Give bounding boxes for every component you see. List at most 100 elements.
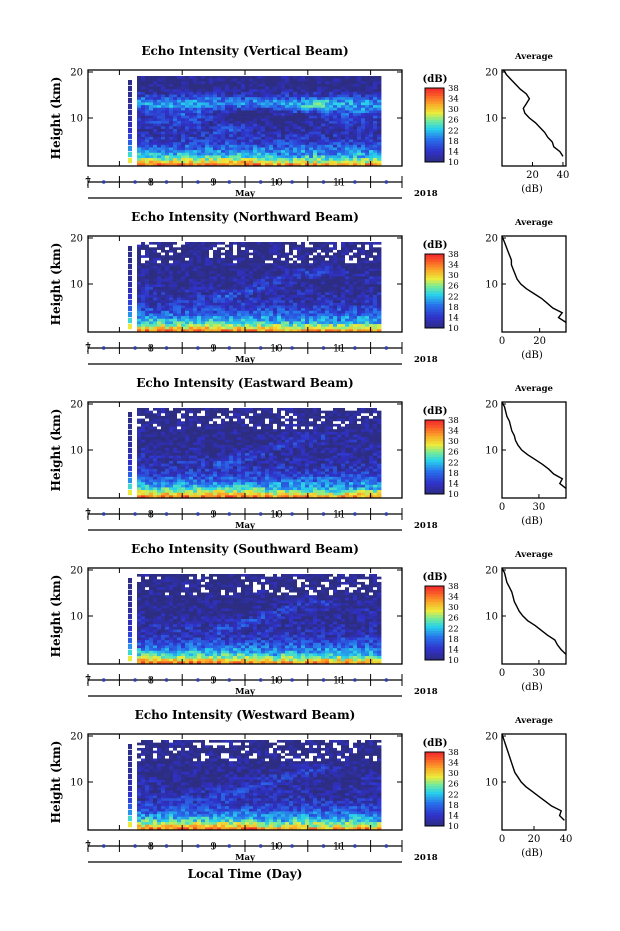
heatmap-cell bbox=[337, 134, 342, 138]
heatmap-cell bbox=[217, 308, 222, 312]
heatmap-cell bbox=[325, 123, 330, 127]
heatmap-cell bbox=[293, 99, 298, 103]
heatmap-cell bbox=[313, 123, 318, 127]
heatmap-cell bbox=[341, 123, 346, 127]
heatmap-cell bbox=[165, 468, 170, 472]
heatmap-cell bbox=[249, 279, 254, 283]
heatmap-cell bbox=[141, 134, 146, 138]
heatmap-cell bbox=[261, 121, 266, 125]
heatmap-cell bbox=[145, 81, 150, 85]
heatmap-cell bbox=[285, 81, 290, 85]
heatmap-cell bbox=[365, 268, 370, 272]
heatmap-cell bbox=[161, 329, 166, 333]
heatmap-cell bbox=[169, 150, 174, 154]
heatmap-cell bbox=[161, 142, 166, 146]
heatmap-cell bbox=[221, 131, 226, 135]
heatmap-cell bbox=[373, 292, 378, 296]
colorbar-step bbox=[425, 272, 444, 276]
heatmap-cell bbox=[181, 474, 186, 478]
heatmap-cell bbox=[141, 150, 146, 154]
heatmap-cell bbox=[221, 273, 226, 277]
heatmap-cell bbox=[141, 305, 146, 309]
heatmap-cell bbox=[365, 281, 370, 285]
heatmap-cell bbox=[241, 102, 246, 106]
heatmap-cell bbox=[181, 455, 186, 459]
heatmap-cell bbox=[377, 260, 382, 264]
heatmap-cell bbox=[237, 263, 242, 267]
heatmap-cell bbox=[201, 431, 206, 435]
heatmap-cell bbox=[157, 110, 162, 114]
heatmap-cell bbox=[245, 284, 250, 288]
heatmap-cell bbox=[285, 110, 290, 114]
heatmap-cell bbox=[293, 105, 298, 109]
heatmap-cell bbox=[221, 144, 226, 148]
heatmap-cell bbox=[161, 102, 166, 106]
heatmap-cell bbox=[353, 89, 358, 93]
panel-1: Echo Intensity (Vertical Beam)2010Height… bbox=[49, 44, 569, 199]
heatmap-cell bbox=[265, 260, 270, 264]
heatmap-cell bbox=[357, 242, 362, 246]
heatmap-cell bbox=[345, 107, 350, 111]
heatmap-cell bbox=[329, 249, 334, 253]
heatmap-cell bbox=[185, 279, 190, 283]
heatmap-cell bbox=[369, 252, 374, 256]
heatmap-cell bbox=[225, 247, 230, 251]
heatmap-cell bbox=[297, 324, 302, 328]
heatmap-cell bbox=[245, 252, 250, 256]
heatmap-cell bbox=[157, 468, 162, 472]
heatmap-cell bbox=[273, 126, 278, 130]
heatmap-cell bbox=[373, 91, 378, 95]
heatmap-cell bbox=[189, 495, 194, 499]
heatmap-cell bbox=[369, 242, 374, 246]
heatmap-cell bbox=[153, 97, 158, 101]
heatmap-cell bbox=[277, 268, 282, 272]
heatmap-cell bbox=[317, 86, 322, 90]
heatmap-cell bbox=[201, 128, 206, 132]
heatmap-cell bbox=[181, 447, 186, 451]
heatmap-cell bbox=[137, 76, 142, 80]
heatmap-cell bbox=[181, 155, 186, 159]
heatmap-cell bbox=[301, 136, 306, 140]
heatmap-cell bbox=[189, 268, 194, 272]
heatmap-cell bbox=[345, 128, 350, 132]
heatmap-cell bbox=[321, 318, 326, 322]
heatmap-cell bbox=[333, 86, 338, 90]
heatmap-cell bbox=[177, 471, 182, 475]
heatmap-cell bbox=[209, 329, 214, 333]
heatmap-cell bbox=[277, 302, 282, 306]
heatmap-cell bbox=[313, 249, 318, 253]
heatmap-cell bbox=[265, 249, 270, 253]
heatmap-cell bbox=[173, 466, 178, 470]
heatmap-cell bbox=[357, 110, 362, 114]
heatmap-cell bbox=[261, 86, 266, 90]
heatmap-cell bbox=[193, 94, 198, 98]
x-tick-label: 7 bbox=[85, 178, 91, 189]
heatmap-cell bbox=[205, 476, 210, 480]
heatmap-cell bbox=[185, 479, 190, 483]
heatmap-cell bbox=[169, 152, 174, 156]
heatmap-cell bbox=[249, 139, 254, 143]
heatmap-cell bbox=[369, 115, 374, 119]
heatmap-cell bbox=[269, 118, 274, 122]
heatmap-cell bbox=[265, 123, 270, 127]
heatmap-cell bbox=[289, 318, 294, 322]
heatmap-cell bbox=[209, 265, 214, 269]
heatmap-cell bbox=[205, 105, 210, 109]
heatmap-cell bbox=[233, 115, 238, 119]
heatmap-cell bbox=[333, 294, 338, 298]
heatmap-cell bbox=[128, 134, 132, 140]
heatmap-cell bbox=[161, 300, 166, 304]
heatmap-cell bbox=[357, 105, 362, 109]
heatmap-cell bbox=[305, 310, 310, 314]
heatmap-cell bbox=[265, 78, 270, 82]
heatmap-cell bbox=[277, 160, 282, 164]
heatmap-cell bbox=[297, 292, 302, 296]
colorbar-tick-label: 26 bbox=[448, 116, 459, 126]
heatmap-cell bbox=[273, 316, 278, 320]
heatmap-cell bbox=[321, 279, 326, 283]
heatmap-cell bbox=[265, 273, 270, 277]
heatmap-cell bbox=[197, 289, 202, 293]
heatmap-cell bbox=[365, 155, 370, 159]
heatmap-cell bbox=[137, 487, 142, 491]
